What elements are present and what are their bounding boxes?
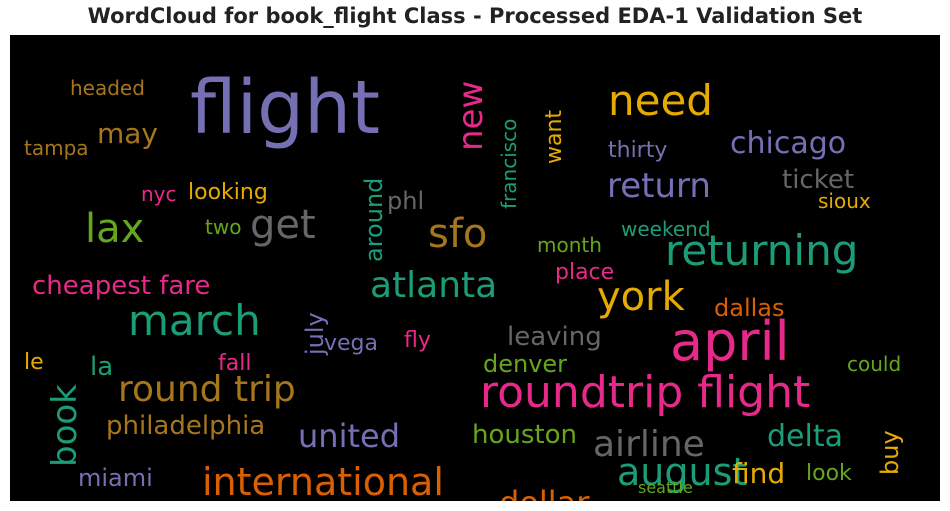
word-find: find: [732, 457, 785, 490]
word-thirty: thirty: [608, 138, 667, 163]
word-month: month: [537, 233, 602, 257]
word-phl: phl: [387, 187, 424, 215]
word-round-trip: round trip: [118, 369, 296, 410]
word-august: august: [617, 450, 747, 494]
word-ticket: ticket: [782, 165, 854, 195]
word-francisco: francisco: [497, 119, 521, 209]
word-july: july: [301, 312, 329, 356]
word-place: place: [555, 260, 614, 285]
word-book: book: [45, 384, 85, 467]
word-leaving: leaving: [507, 322, 602, 352]
word-united: united: [298, 417, 400, 455]
word-flight: flight: [190, 65, 380, 151]
word-lax: lax: [85, 206, 144, 252]
word-houston: houston: [472, 420, 577, 450]
word-could: could: [847, 352, 901, 376]
word-want: want: [542, 110, 567, 164]
word-york: york: [597, 274, 686, 320]
word-two: two: [205, 215, 241, 239]
word-need: need: [608, 76, 713, 125]
word-look: look: [806, 461, 852, 486]
word-airline: airline: [593, 424, 705, 465]
word-sioux: sioux: [818, 189, 871, 213]
word-le: le: [24, 350, 44, 375]
word-dallas: dallas: [714, 294, 785, 322]
word-weekend: weekend: [621, 217, 711, 241]
word-denver: denver: [483, 350, 567, 378]
word-march: march: [128, 296, 261, 345]
cloud-background: [10, 35, 940, 501]
word-roundtrip-flight: roundtrip flight: [480, 367, 810, 418]
word-seattle: seattle: [638, 478, 693, 497]
word-nyc: nyc: [141, 182, 177, 206]
word-get: get: [250, 202, 316, 248]
word-miami: miami: [78, 464, 153, 492]
word-april: april: [670, 310, 790, 373]
word-new: new: [451, 81, 491, 151]
word-return: return: [607, 166, 711, 206]
word-vega: vega: [324, 331, 378, 356]
word-philadelphia: philadelphia: [106, 411, 265, 441]
word-buy: buy: [876, 430, 904, 475]
word-delta: delta: [767, 419, 843, 454]
word-fly: fly: [404, 328, 431, 353]
word-headed: headed: [70, 76, 145, 100]
word-international: international: [202, 460, 444, 501]
word-returning: returning: [665, 226, 858, 275]
word-dollar: dollar: [499, 484, 590, 501]
word-may: may: [97, 117, 158, 150]
word-looking: looking: [188, 180, 268, 205]
word-la: la: [90, 352, 113, 382]
word-sfo: sfo: [428, 211, 487, 257]
word-fall: fall: [218, 351, 251, 376]
word-tampa: tampa: [24, 136, 89, 160]
chart-title: WordCloud for book_flight Class - Proces…: [87, 4, 863, 28]
word-around: around: [360, 178, 388, 262]
word-cheapest-fare: cheapest fare: [32, 271, 210, 301]
word-chicago: chicago: [730, 126, 846, 161]
word-atlanta: atlanta: [370, 265, 497, 306]
